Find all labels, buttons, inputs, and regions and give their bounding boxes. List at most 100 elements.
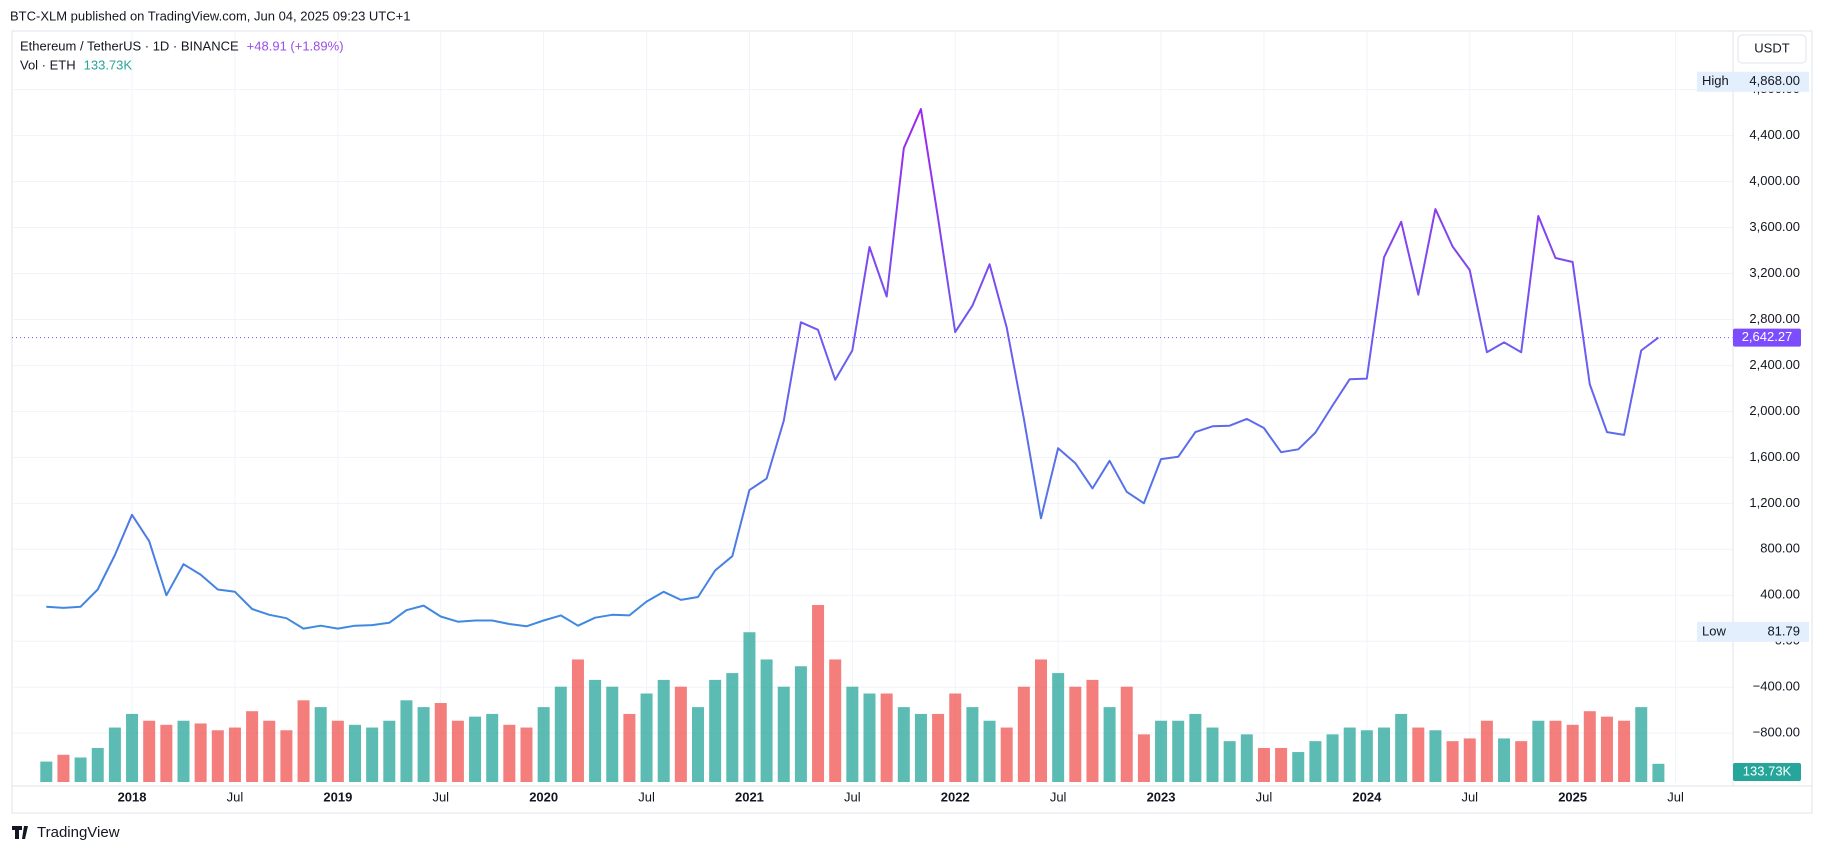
volume-bar bbox=[1275, 747, 1288, 782]
volume-bar bbox=[897, 707, 910, 782]
brand-logo bbox=[12, 826, 28, 839]
x-tick-label: 2018 bbox=[118, 789, 147, 804]
volume-bar bbox=[1463, 738, 1476, 782]
high-box bbox=[1697, 71, 1809, 92]
volume-bar bbox=[1618, 720, 1631, 782]
volume-bar bbox=[777, 686, 790, 782]
volume-bar bbox=[177, 720, 190, 782]
x-tick-label: 2019 bbox=[323, 789, 352, 804]
volume-value: 133.73K bbox=[84, 57, 133, 72]
volume-bar bbox=[1343, 727, 1356, 782]
volume-bar bbox=[1155, 720, 1168, 782]
volume-bar bbox=[932, 713, 945, 782]
volume-bar bbox=[1172, 720, 1185, 782]
volume-last-box bbox=[1733, 763, 1801, 781]
low-box bbox=[1697, 621, 1809, 642]
volume-bar bbox=[1120, 686, 1133, 782]
volume-bar bbox=[160, 724, 173, 782]
volume-bar bbox=[1566, 724, 1579, 782]
volume-bar bbox=[657, 679, 670, 782]
y-tick-label: 4,400.00 bbox=[1749, 127, 1800, 142]
x-tick-label: Jul bbox=[432, 789, 449, 804]
x-tick-label: Jul bbox=[1256, 789, 1273, 804]
volume-bar bbox=[451, 720, 464, 782]
volume-bar bbox=[606, 686, 619, 782]
published-note: BTC-XLM published on TradingView.com, Ju… bbox=[10, 8, 410, 23]
volume-bar bbox=[829, 659, 842, 782]
x-tick-label: Jul bbox=[227, 789, 244, 804]
volume-bar bbox=[143, 720, 156, 782]
volume-bar bbox=[1086, 679, 1099, 782]
grid bbox=[12, 31, 1733, 782]
volume-bar bbox=[966, 707, 979, 782]
x-tick-label: 2020 bbox=[529, 789, 558, 804]
volume-bar bbox=[623, 713, 636, 782]
volume-bar bbox=[1429, 730, 1442, 782]
volume-bar bbox=[1326, 734, 1339, 782]
volume-bar bbox=[1017, 686, 1030, 782]
y-tick-label: 2,800.00 bbox=[1749, 311, 1800, 326]
volume-bar bbox=[537, 707, 550, 782]
volume-bar bbox=[1309, 741, 1322, 782]
volume-bar bbox=[554, 686, 567, 782]
symbol-title: Ethereum / TetherUS · 1D · BINANCE bbox=[20, 38, 239, 53]
last-price-box bbox=[1733, 328, 1801, 347]
brand-name: TradingView bbox=[37, 824, 120, 841]
volume-bar bbox=[1052, 673, 1065, 782]
volume-bar bbox=[366, 727, 379, 782]
x-tick-label: Jul bbox=[844, 789, 861, 804]
volume-bar bbox=[194, 723, 207, 782]
volume-bar bbox=[349, 724, 361, 782]
change: +48.91 (+1.89%) bbox=[247, 38, 344, 53]
price-line bbox=[46, 108, 1659, 630]
volume-bar bbox=[434, 703, 447, 782]
axes: −800.00−400.000.00400.00800.001,200.001,… bbox=[12, 31, 1812, 804]
volume-bar bbox=[1532, 720, 1545, 782]
x-tick-label: Jul bbox=[1461, 789, 1478, 804]
volume-bar bbox=[228, 727, 241, 782]
volume-bar bbox=[949, 693, 962, 782]
volume-bar bbox=[794, 666, 807, 782]
volume-bar bbox=[74, 757, 87, 782]
volume-bar bbox=[469, 716, 482, 782]
volume-bar bbox=[674, 686, 687, 782]
currency[interactable]: USDT bbox=[1754, 40, 1789, 55]
volume-bar bbox=[57, 754, 70, 782]
x-tick-label: 2022 bbox=[941, 789, 970, 804]
y-tick-label: 1,600.00 bbox=[1749, 449, 1800, 464]
x-tick-label: 2021 bbox=[735, 789, 764, 804]
currency-button[interactable] bbox=[1737, 34, 1807, 64]
low-name: Low bbox=[1702, 623, 1726, 638]
plot bbox=[12, 108, 1733, 630]
y-tick-label: 3,200.00 bbox=[1749, 265, 1800, 280]
volume-bar bbox=[1035, 659, 1047, 782]
volume-last-label: 133.73K bbox=[1743, 763, 1792, 778]
volume-bar bbox=[1549, 720, 1562, 782]
x-tick-label: Jul bbox=[1667, 789, 1684, 804]
volume-bar bbox=[1292, 752, 1305, 782]
volume-bar bbox=[91, 747, 104, 782]
volume-bar bbox=[280, 730, 293, 782]
volume-bar bbox=[486, 713, 499, 782]
y-tick-label: 800.00 bbox=[1760, 541, 1800, 556]
x-tick-label: Jul bbox=[638, 789, 655, 804]
last-price-label: 2,642.27 bbox=[1742, 329, 1793, 344]
volume-bar bbox=[520, 727, 533, 782]
low-label: 81.79 bbox=[1767, 623, 1800, 638]
brand: TradingView bbox=[12, 824, 120, 841]
chart-frame bbox=[11, 30, 1813, 814]
volume-bar bbox=[314, 707, 327, 782]
volume-bar bbox=[417, 707, 430, 782]
volume-bar bbox=[983, 720, 996, 782]
volume-bar bbox=[383, 720, 396, 782]
volume-bar bbox=[108, 727, 121, 782]
volume-bar bbox=[297, 700, 310, 782]
y-tick-label: 400.00 bbox=[1760, 587, 1800, 602]
volume-bar bbox=[914, 713, 927, 782]
volume-bar bbox=[743, 632, 756, 782]
volume-bar bbox=[1515, 741, 1528, 782]
x-tick-label: Jul bbox=[1050, 789, 1067, 804]
volume-bar bbox=[503, 724, 516, 782]
